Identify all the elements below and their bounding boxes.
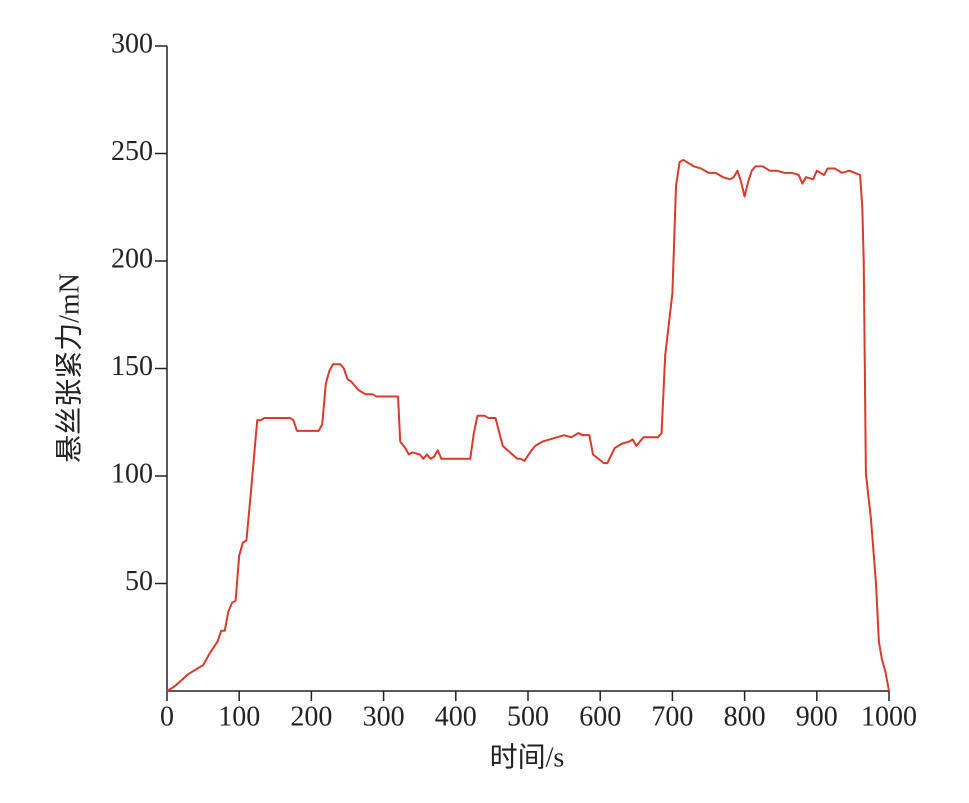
x-tick-label: 600 xyxy=(579,701,621,732)
y-tick-label: 300 xyxy=(111,28,153,59)
x-axis-label: 时间/s xyxy=(490,741,565,773)
y-tick-label: 200 xyxy=(111,243,153,274)
x-tick-label: 300 xyxy=(363,701,405,732)
x-tick-label: 400 xyxy=(435,701,477,732)
x-tick-label: 900 xyxy=(796,701,838,732)
y-tick-label: 150 xyxy=(111,351,153,382)
x-tick-label: 200 xyxy=(290,701,332,732)
y-tick-label: 250 xyxy=(111,136,153,167)
x-tick-label: 100 xyxy=(218,701,260,732)
y-tick-label: 50 xyxy=(125,566,153,597)
data-line xyxy=(166,158,890,692)
x-tick-label: 0 xyxy=(160,701,174,732)
x-tick-label: 700 xyxy=(651,701,693,732)
x-tick-label: 800 xyxy=(724,701,766,732)
y-axis-label: 悬丝张紧力/mN xyxy=(53,273,85,463)
x-tick-label: 1000 xyxy=(861,701,917,732)
y-tick-label: 100 xyxy=(111,458,153,489)
x-tick-label: 500 xyxy=(507,701,549,732)
